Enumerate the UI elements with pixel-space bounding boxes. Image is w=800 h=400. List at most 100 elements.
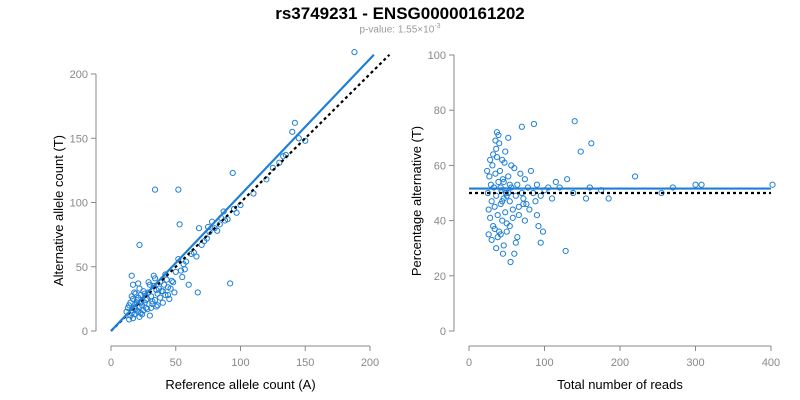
data-point xyxy=(193,253,200,260)
data-point xyxy=(176,221,183,228)
data-point xyxy=(537,192,544,199)
data-point xyxy=(133,307,140,314)
data-point xyxy=(493,245,500,252)
data-point xyxy=(490,151,497,158)
y-tick-label: 200 xyxy=(70,69,88,81)
data-point xyxy=(493,192,500,199)
data-point xyxy=(527,167,535,175)
data-point xyxy=(500,178,507,186)
data-point xyxy=(203,235,210,242)
data-point xyxy=(136,241,143,249)
data-point xyxy=(495,131,502,139)
data-point xyxy=(153,303,160,310)
data-point xyxy=(530,120,538,128)
data-point xyxy=(545,184,552,191)
data-point xyxy=(499,176,507,183)
data-point xyxy=(512,239,519,246)
subtitle-exponent: -3 xyxy=(434,23,441,30)
data-point xyxy=(524,184,531,191)
data-point xyxy=(166,295,173,302)
data-point xyxy=(144,306,151,313)
data-point xyxy=(145,279,152,286)
data-point xyxy=(233,209,240,216)
data-point xyxy=(517,170,524,177)
data-point xyxy=(135,280,142,287)
data-point xyxy=(533,211,541,219)
data-point xyxy=(171,289,178,296)
fit-line xyxy=(110,53,375,332)
data-point xyxy=(769,181,776,188)
data-point xyxy=(129,315,137,322)
data-point xyxy=(488,236,495,244)
data-point xyxy=(577,148,584,155)
data-point xyxy=(518,123,525,130)
data-point xyxy=(302,137,309,144)
data-point xyxy=(154,302,161,309)
y-axis-label: Percentage alternative (T) xyxy=(409,126,424,276)
data-point xyxy=(526,206,533,213)
y-tick-label: 60 xyxy=(434,160,446,172)
data-point xyxy=(151,186,159,193)
data-point xyxy=(159,299,166,306)
data-point xyxy=(533,181,541,188)
x-tick-label: 100 xyxy=(535,357,553,369)
x-tick-label: 200 xyxy=(611,357,629,369)
data-point xyxy=(489,162,496,169)
data-point xyxy=(605,195,612,202)
data-point xyxy=(132,290,139,297)
data-point xyxy=(499,217,506,224)
y-tick-label: 0 xyxy=(440,326,446,338)
data-point xyxy=(562,247,569,255)
x-tick-label: 50 xyxy=(170,357,182,369)
x-axis-label: Reference allele count (A) xyxy=(165,377,315,392)
data-point xyxy=(146,312,153,319)
data-point xyxy=(508,162,515,169)
data-point xyxy=(124,304,131,311)
data-point xyxy=(175,186,182,193)
chart-title: rs3749231 - ENSG00000161202 xyxy=(275,4,525,23)
data-point xyxy=(486,173,493,180)
data-point xyxy=(490,184,498,191)
x-tick-label: 0 xyxy=(466,357,472,369)
data-point xyxy=(179,273,186,281)
data-point xyxy=(515,203,522,210)
data-point xyxy=(570,189,577,197)
data-point xyxy=(492,170,499,177)
data-point xyxy=(520,200,527,208)
y-tick-label: 150 xyxy=(70,133,88,145)
panel-allele-counts: 0 50 100 150 200 0 50 100 150 200 Reference allele… xyxy=(51,49,391,392)
y-tick-label: 80 xyxy=(434,105,446,117)
data-point xyxy=(698,181,705,188)
reference-line xyxy=(110,53,391,332)
data-point xyxy=(548,195,556,202)
x-tick-label: 300 xyxy=(686,357,704,369)
data-point xyxy=(295,135,302,142)
data-point xyxy=(150,272,157,279)
x-tick-label: 0 xyxy=(108,357,114,369)
data-point xyxy=(351,49,358,56)
y-axis-label: Alternative allele count (T) xyxy=(51,135,66,286)
data-point xyxy=(502,209,509,216)
data-point xyxy=(506,181,513,188)
data-point xyxy=(250,190,257,197)
data-point xyxy=(499,156,506,163)
data-point xyxy=(556,184,563,191)
data-point xyxy=(515,211,522,219)
data-point xyxy=(506,223,513,230)
data-point xyxy=(291,119,298,126)
data-point xyxy=(131,289,138,296)
data-point xyxy=(491,225,498,232)
y-tick-label: 100 xyxy=(70,198,88,210)
data-point xyxy=(511,250,518,257)
data-point xyxy=(532,198,539,205)
data-point xyxy=(497,184,504,191)
x-tick-label: 400 xyxy=(762,357,780,369)
data-point xyxy=(632,173,639,180)
y-tick-label: 40 xyxy=(434,216,446,228)
data-point xyxy=(180,261,187,268)
data-point xyxy=(488,198,495,205)
data-point xyxy=(149,298,156,305)
data-point xyxy=(148,304,155,311)
y-tick-label: 100 xyxy=(428,50,446,62)
